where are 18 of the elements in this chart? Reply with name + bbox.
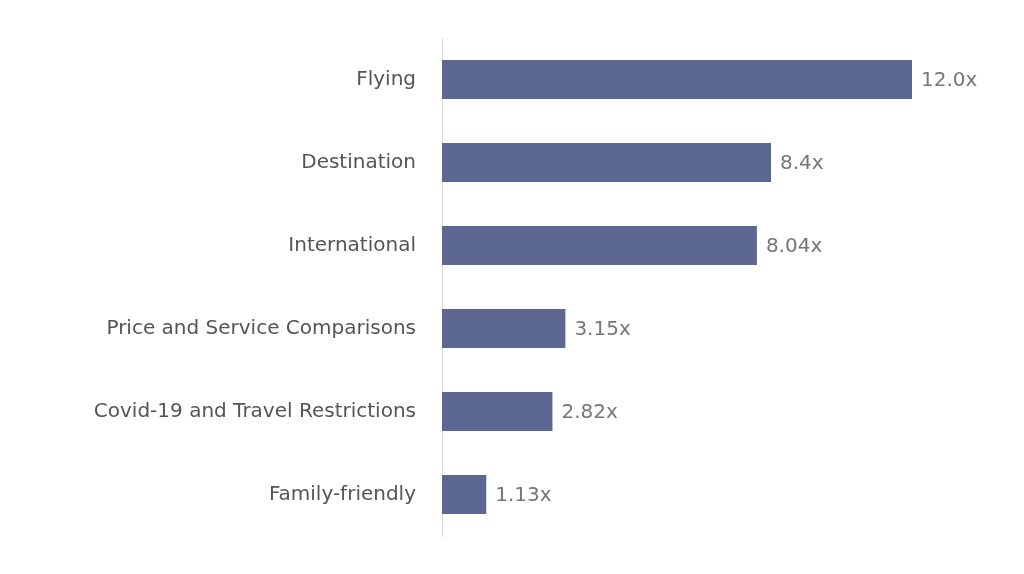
y-tick-label: Destination: [301, 148, 416, 173]
bar: [442, 226, 757, 266]
bar: [442, 475, 487, 515]
bar: [442, 309, 566, 349]
data-label: 1.13x: [495, 481, 552, 506]
data-label: 2.82x: [561, 398, 618, 423]
y-tick-label: Price and Service Comparisons: [106, 314, 416, 339]
y-tick-label: Family-friendly: [268, 480, 417, 505]
y-tick-label: International: [288, 231, 416, 256]
data-label: 3.15x: [574, 315, 631, 340]
bar: [442, 143, 771, 183]
data-label: 8.04x: [765, 232, 823, 257]
bar: [442, 60, 912, 100]
bar: [442, 392, 553, 432]
data-label: 8.4x: [780, 149, 824, 174]
data-label: 12.0x: [921, 66, 978, 91]
y-tick-label: Flying: [356, 65, 416, 90]
y-tick-label: Covid-19 and Travel Restrictions: [93, 397, 416, 422]
